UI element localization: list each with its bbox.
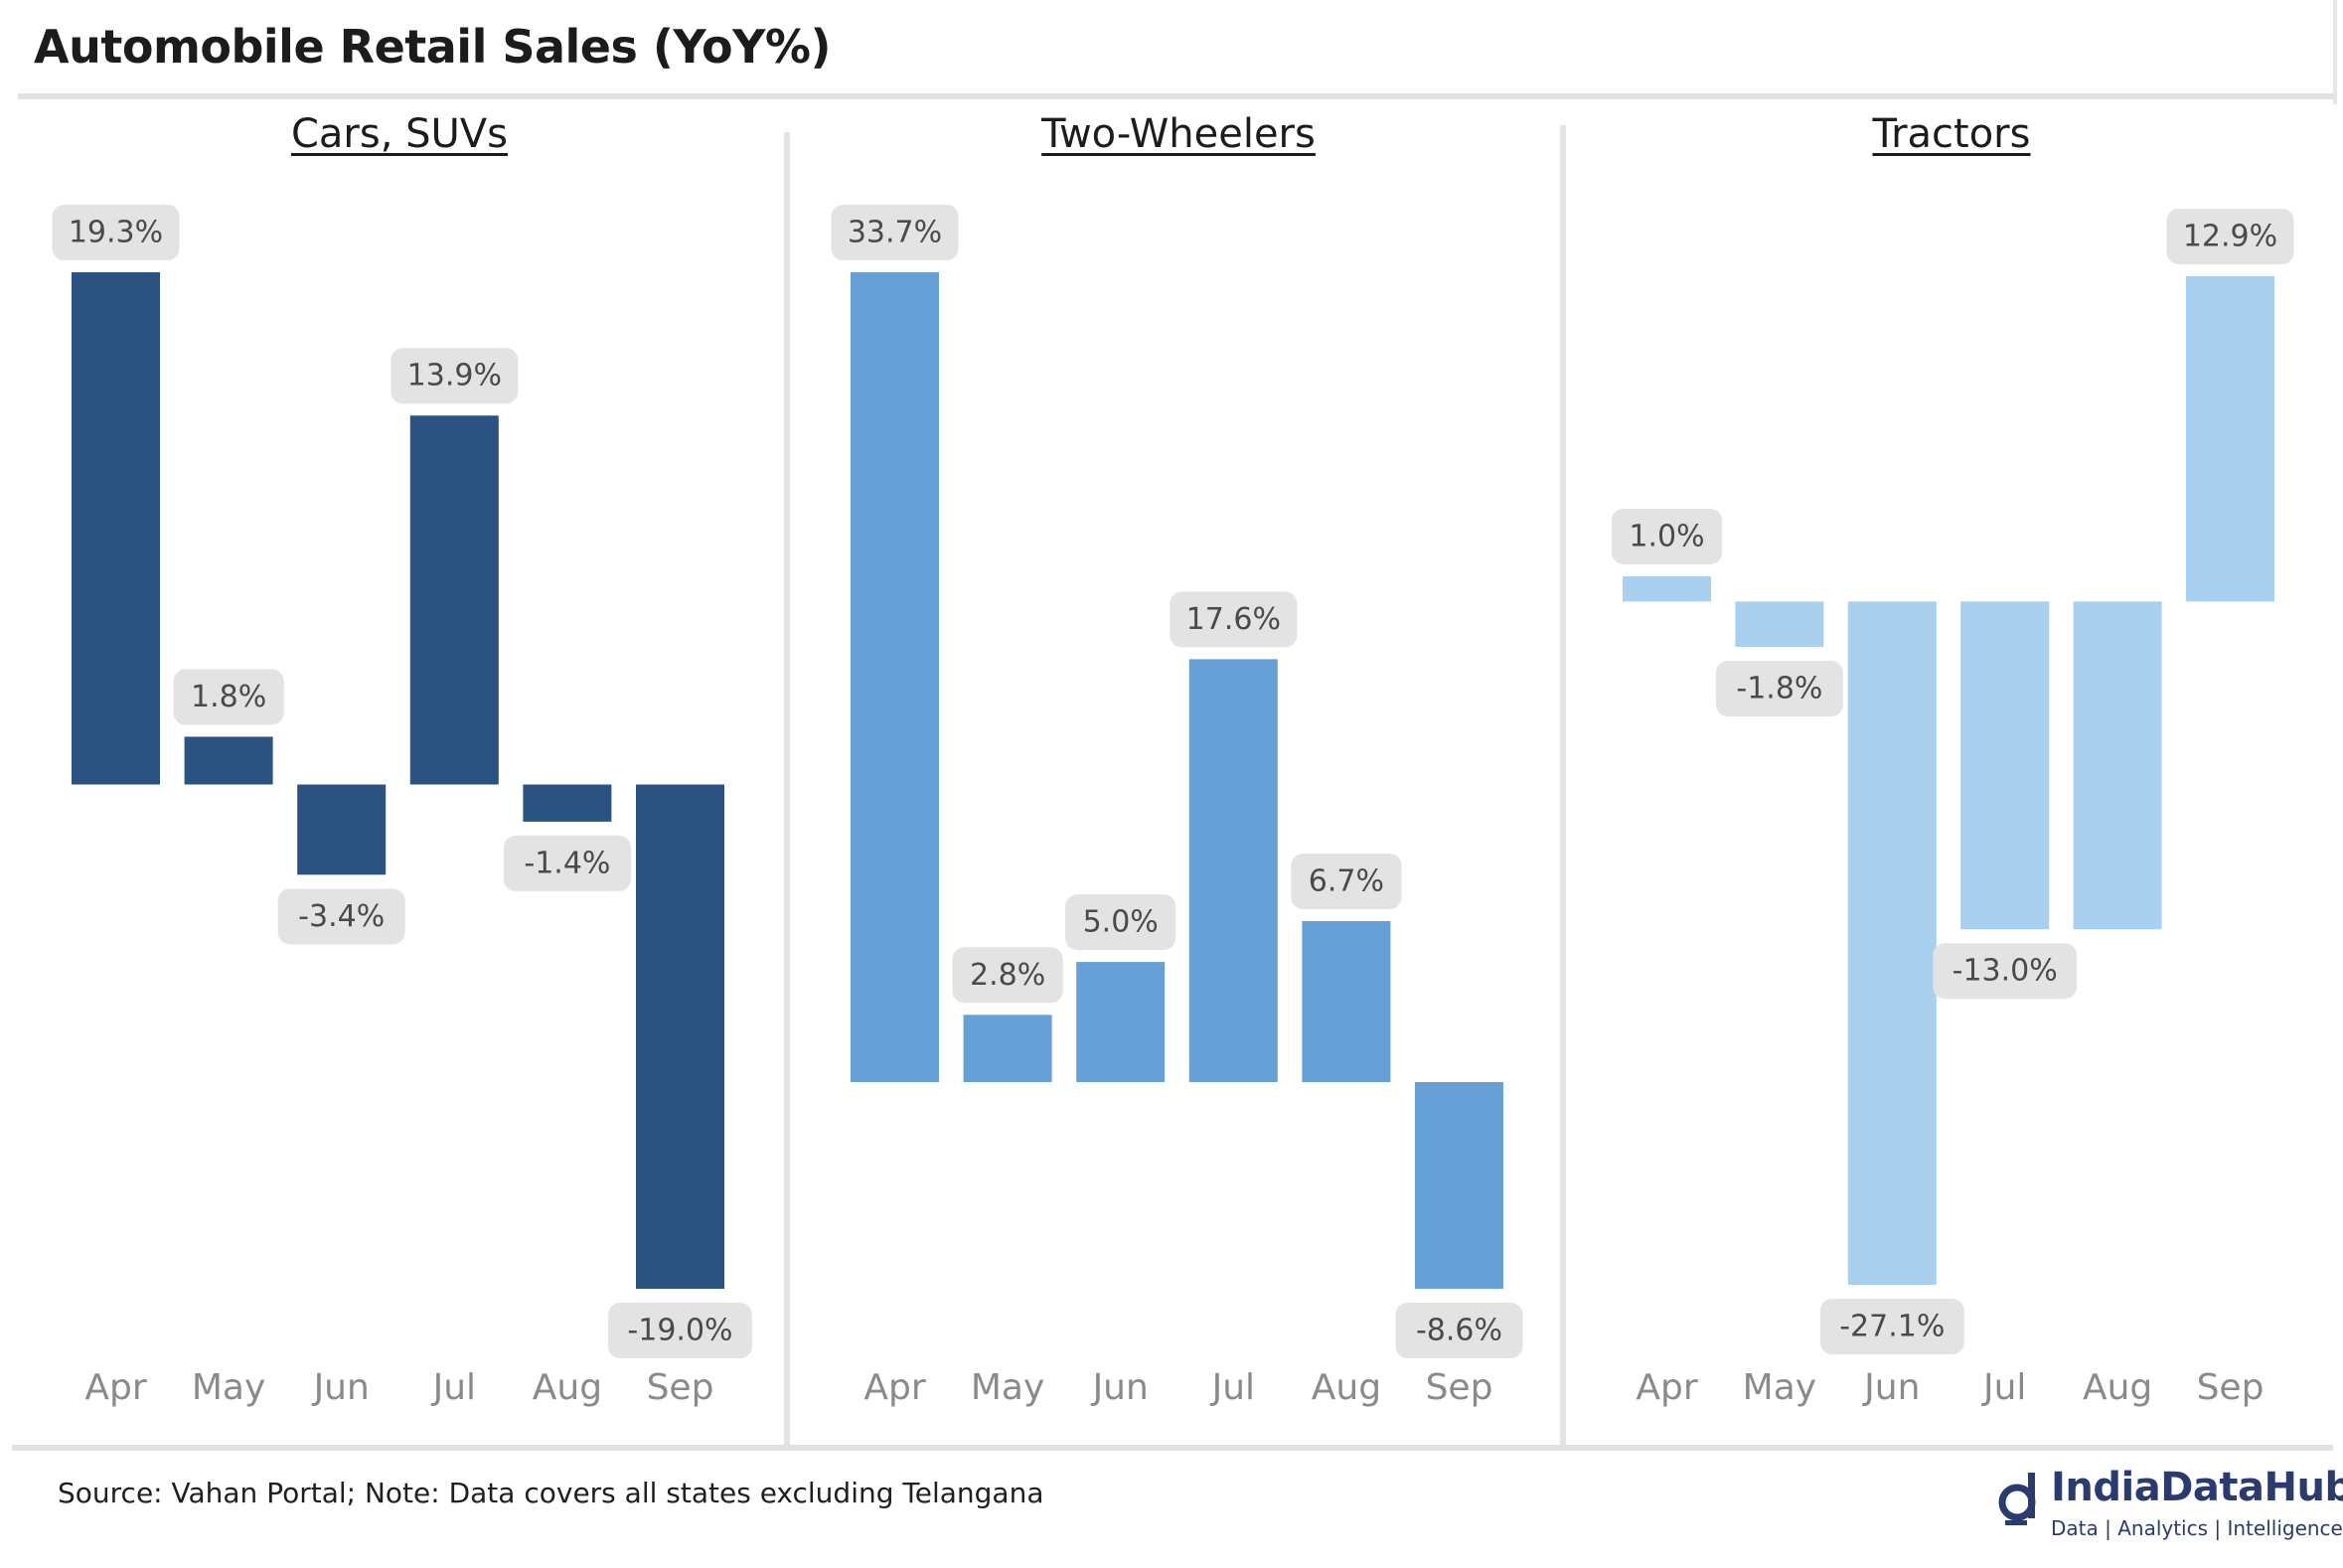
bar-aug — [2073, 601, 2162, 930]
panel-title-cars: Cars, SUVs — [290, 111, 509, 157]
x-tick-label: Apr — [863, 1367, 925, 1408]
panel-title-two-wheelers: Two-Wheelers — [1041, 111, 1316, 157]
chart-two-wheelers: 33.7% Apr 2.8% May 5.0% Jun 17.6% Jul 6.7% Aug -8.… — [831, 205, 1523, 1408]
chart-tractors: 1.0% Apr -1.8% May -27.1% Jun -13.0% Jul Aug 12.9… — [1611, 209, 2294, 1408]
data-label-box — [1611, 508, 1723, 564]
bar-jul — [409, 415, 499, 785]
data-label-box — [277, 888, 405, 945]
data-label: -3.4% — [298, 899, 385, 934]
data-label-box — [503, 835, 631, 891]
x-tick-label: Jul — [1981, 1367, 2026, 1408]
logo-mark-icon — [1998, 1473, 2036, 1525]
x-tick-label: Apr — [1636, 1367, 1697, 1408]
bar-apr — [851, 272, 939, 1083]
data-label: 17.6% — [1186, 602, 1281, 637]
data-label: -8.6% — [1416, 1314, 1502, 1348]
bar-jun — [1847, 601, 1937, 1285]
x-tick-label: Aug — [533, 1367, 602, 1408]
panel-divider-1 — [784, 132, 790, 1446]
x-tick-label: Sep — [647, 1367, 714, 1408]
data-label: 6.7% — [1309, 863, 1384, 898]
data-label: 5.0% — [1083, 905, 1159, 940]
data-label-box — [1819, 1299, 1964, 1354]
bar-jul — [1960, 601, 2050, 930]
x-tick-label: May — [971, 1367, 1044, 1408]
x-tick-label: Aug — [1312, 1367, 1381, 1408]
x-tick-label: Sep — [2197, 1367, 2265, 1408]
bar-sep — [1415, 1082, 1503, 1289]
data-label-box — [1065, 894, 1176, 951]
data-label-box — [1933, 943, 2078, 1000]
logo-tagline: Data | Analytics | Intelligence — [2051, 1516, 2343, 1540]
data-label-box — [1395, 1303, 1523, 1358]
title-divider — [18, 93, 2333, 99]
chart-cars: 19.3% Apr 1.8% May -3.4% Jun 13.9% Jul -1.4% Aug-… — [52, 205, 752, 1408]
frame-edge — [2333, 0, 2337, 104]
x-tick-label: May — [192, 1367, 265, 1408]
data-label: -1.4% — [524, 846, 610, 880]
x-tick-label: Jun — [1091, 1367, 1149, 1408]
data-label: -19.0% — [627, 1314, 732, 1348]
footer-divider — [12, 1445, 2333, 1451]
x-tick-label: May — [1743, 1367, 1816, 1408]
data-label-box — [1715, 661, 1843, 717]
bar-jul — [1188, 659, 1278, 1083]
data-label: -1.8% — [1736, 672, 1822, 706]
x-tick-label: Sep — [1426, 1367, 1493, 1408]
data-label: -27.1% — [1839, 1310, 1945, 1344]
bar-may — [184, 736, 273, 785]
bar-apr — [1623, 575, 1711, 602]
x-tick-label: Jul — [1210, 1367, 1255, 1408]
x-tick-label: Jun — [1862, 1367, 1920, 1408]
bar-apr — [72, 272, 160, 785]
data-label-box — [390, 348, 519, 404]
x-tick-label: Aug — [2083, 1367, 2152, 1408]
data-label: 19.3% — [69, 216, 163, 250]
data-label-box — [2166, 209, 2294, 264]
data-label: 1.0% — [1629, 519, 1704, 553]
data-label-box — [173, 669, 284, 725]
x-tick-label: Apr — [84, 1367, 146, 1408]
bar-sep — [636, 784, 724, 1289]
data-label-box — [952, 947, 1063, 1004]
bar-jun — [1076, 962, 1166, 1083]
source-note: Source: Vahan Portal; Note: Data covers … — [58, 1477, 1044, 1509]
panel-title-tractors: Tractors — [1872, 111, 2031, 157]
data-label-box — [1291, 853, 1402, 909]
x-tick-label: Jun — [312, 1367, 370, 1408]
data-label: 2.8% — [970, 958, 1045, 993]
bar-jun — [297, 784, 387, 875]
bar-may — [963, 1015, 1052, 1083]
panel-divider-2 — [1560, 125, 1566, 1445]
data-label-box — [1170, 591, 1298, 648]
logo-name: IndiaDataHub — [2051, 1465, 2343, 1510]
data-label: 12.9% — [2183, 220, 2277, 254]
brand-logo: IndiaDataHub Data | Analytics | Intellig… — [1997, 1463, 2343, 1552]
data-label: 33.7% — [848, 216, 942, 250]
data-label-box — [52, 205, 180, 260]
data-label-box — [831, 205, 959, 260]
data-label: -13.0% — [1952, 954, 2058, 989]
data-label-box — [608, 1303, 752, 1358]
data-label: 1.8% — [191, 680, 266, 714]
bar-sep — [2186, 276, 2274, 602]
bar-aug — [1302, 920, 1391, 1083]
chart-title: Automobile Retail Sales (YoY%) — [34, 20, 832, 74]
bar-may — [1735, 601, 1824, 648]
bar-aug — [523, 784, 612, 822]
x-tick-label: Jul — [431, 1367, 476, 1408]
data-label: 13.9% — [407, 359, 502, 393]
